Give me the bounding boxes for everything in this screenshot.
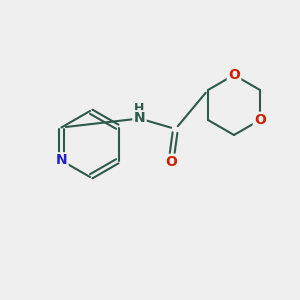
Text: O: O <box>228 68 240 82</box>
Text: O: O <box>165 155 177 169</box>
Text: H: H <box>134 101 145 115</box>
Text: N: N <box>56 154 67 167</box>
Text: N: N <box>134 112 145 125</box>
Text: O: O <box>254 113 266 127</box>
